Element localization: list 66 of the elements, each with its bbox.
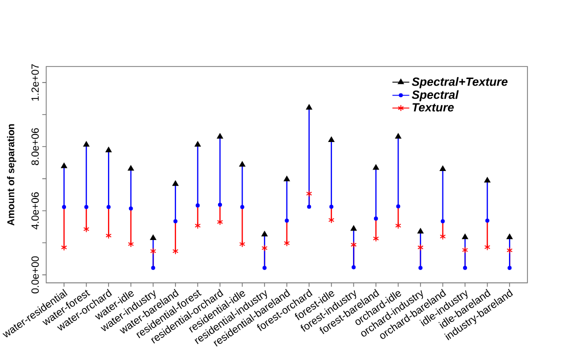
point (506, 246, 513, 254)
point (307, 204, 312, 209)
point (395, 222, 402, 229)
legend-label: Spectral (412, 90, 459, 102)
point (284, 176, 290, 182)
point (506, 234, 513, 239)
y-tick-label: 8.0e+06 (31, 128, 39, 165)
y-axis-title: Amount of separation (7, 124, 16, 226)
point (150, 248, 156, 254)
point (194, 222, 201, 229)
point (240, 204, 244, 209)
point (284, 218, 289, 223)
point (350, 225, 357, 231)
point (239, 240, 246, 248)
point (440, 165, 446, 171)
point (151, 266, 156, 270)
point (306, 190, 312, 197)
legend-label: Spectral+Texture (412, 77, 508, 88)
point (395, 133, 402, 138)
point (462, 246, 468, 254)
point (372, 164, 379, 170)
legend-label: Texture (412, 103, 454, 112)
point (508, 266, 512, 270)
point (106, 146, 112, 152)
point (350, 241, 357, 248)
point (306, 104, 312, 110)
point (329, 204, 334, 209)
y-tick-label: 4.0e+06 (31, 192, 39, 230)
point (62, 204, 66, 209)
point (61, 162, 68, 168)
point (196, 203, 200, 208)
point (262, 244, 268, 252)
point (239, 161, 246, 167)
point (106, 204, 111, 209)
point (418, 266, 423, 270)
point (440, 219, 445, 224)
point (262, 266, 267, 270)
point (128, 165, 134, 171)
point (262, 230, 268, 236)
point (484, 244, 490, 250)
point (83, 226, 90, 232)
point (150, 234, 156, 240)
point (216, 133, 223, 138)
point (440, 232, 446, 240)
point (173, 219, 178, 224)
y-tick-label: 1.2e+07 (31, 64, 39, 100)
point (463, 266, 468, 270)
point (417, 244, 424, 251)
point (128, 240, 134, 248)
point (83, 141, 90, 146)
point (106, 232, 112, 239)
point (194, 141, 201, 146)
point (284, 240, 290, 246)
point (352, 265, 356, 270)
point (485, 218, 490, 223)
point (484, 177, 490, 182)
point (396, 204, 400, 208)
point (218, 202, 222, 207)
point (328, 136, 334, 142)
point (328, 216, 334, 224)
point (172, 180, 178, 186)
point (417, 228, 424, 234)
point (374, 216, 378, 220)
point (84, 204, 88, 209)
point (128, 206, 133, 210)
point (462, 234, 468, 239)
